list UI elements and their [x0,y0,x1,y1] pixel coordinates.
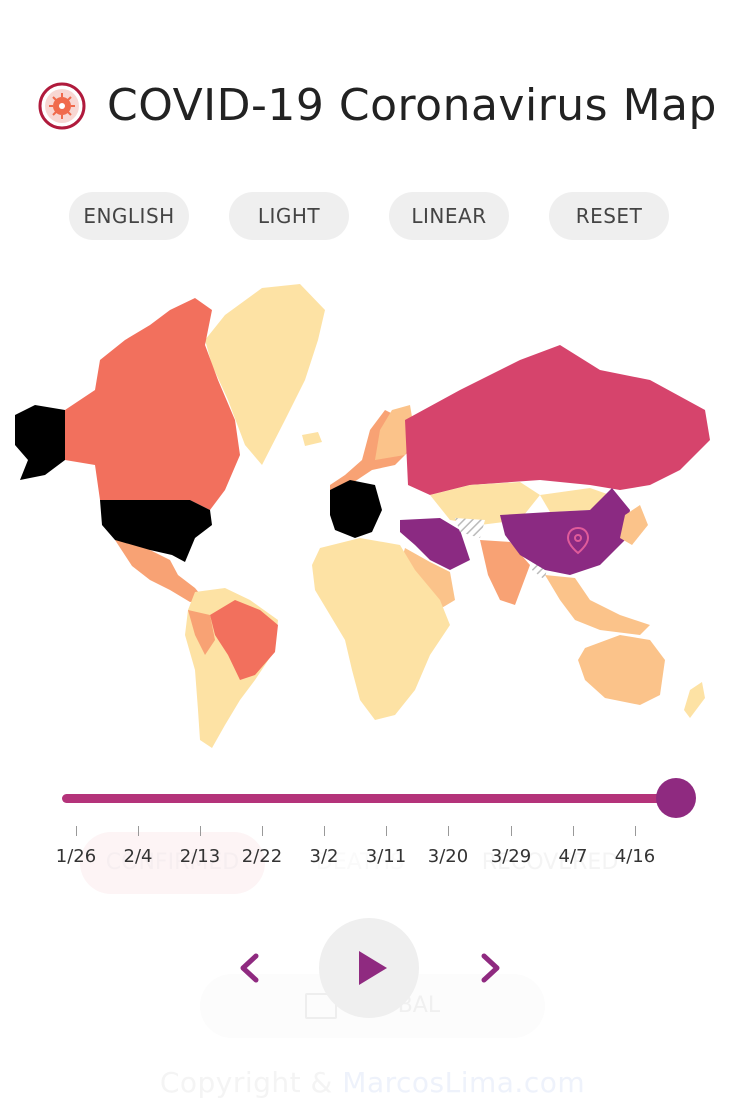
country-new-zealand[interactable] [684,682,705,718]
country-russia[interactable] [405,345,710,495]
tick-label: 2/13 [179,846,221,867]
country-greenland[interactable] [205,284,325,465]
country-iran[interactable] [400,518,470,570]
chevron-right-icon[interactable] [470,948,510,988]
tick-label: 4/16 [614,846,656,867]
footer-link[interactable]: MarcosLima.com [342,1066,586,1099]
tab-deaths[interactable]: DEATHS [315,850,405,875]
footer-copyright: Copyright & [159,1066,343,1099]
world-map[interactable] [0,270,745,760]
tick-mark [573,826,574,836]
tab-confirmed[interactable]: CONFIRMED [80,832,265,894]
tick-mark [138,826,139,836]
tick-mark [448,826,449,836]
country-iceland[interactable] [302,432,322,446]
tick-mark [635,826,636,836]
tick-label: 1/26 [55,846,97,867]
country-scandinavia[interactable] [375,405,415,460]
region-disputed [455,518,485,538]
scale-button[interactable]: LINEAR [389,192,509,240]
country-india[interactable] [480,540,530,605]
tick-mark [324,826,325,836]
tick-label: 2/22 [241,846,283,867]
location-pin-icon[interactable] [566,526,590,555]
region-africa[interactable] [312,538,450,720]
page-title: COVID-19 Coronavirus Map [107,80,717,131]
play-button[interactable] [319,918,419,1018]
tick-mark [76,826,77,836]
virus-icon [38,82,86,130]
tick-mark [386,826,387,836]
tab-recovered[interactable]: RECOVERED [481,850,619,875]
tick-label: 3/29 [490,846,532,867]
timeline-track[interactable] [62,794,676,803]
country-usa[interactable] [100,500,212,562]
tick-label: 4/7 [558,846,588,867]
tick-label: 3/2 [309,846,339,867]
country-china[interactable] [500,488,630,575]
timeline-thumb[interactable] [656,778,696,818]
theme-button[interactable]: LIGHT [229,192,349,240]
region-middle-east[interactable] [400,548,455,615]
tick-mark [511,826,512,836]
footer: Copyright & MarcosLima.com [0,1066,745,1099]
tick-mark [262,826,263,836]
chevron-left-icon[interactable] [230,948,270,988]
region-southeast-asia[interactable] [545,575,650,635]
reset-button[interactable]: RESET [549,192,669,240]
country-japan[interactable] [620,505,648,545]
country-peru[interactable] [188,610,215,655]
tick-label: 2/4 [123,846,153,867]
country-mongolia[interactable] [540,488,610,512]
country-western-europe[interactable] [330,480,382,538]
tick-mark [200,826,201,836]
play-icon [359,951,387,985]
language-button[interactable]: ENGLISH [69,192,189,240]
header: COVID-19 Coronavirus Map [0,78,745,138]
country-australia[interactable] [578,635,665,705]
tick-label: 3/20 [427,846,469,867]
country-canada[interactable] [65,298,240,510]
tick-label: 3/11 [365,846,407,867]
country-brazil[interactable] [210,600,278,680]
country-alaska[interactable] [15,405,65,480]
country-mexico[interactable] [115,540,205,602]
